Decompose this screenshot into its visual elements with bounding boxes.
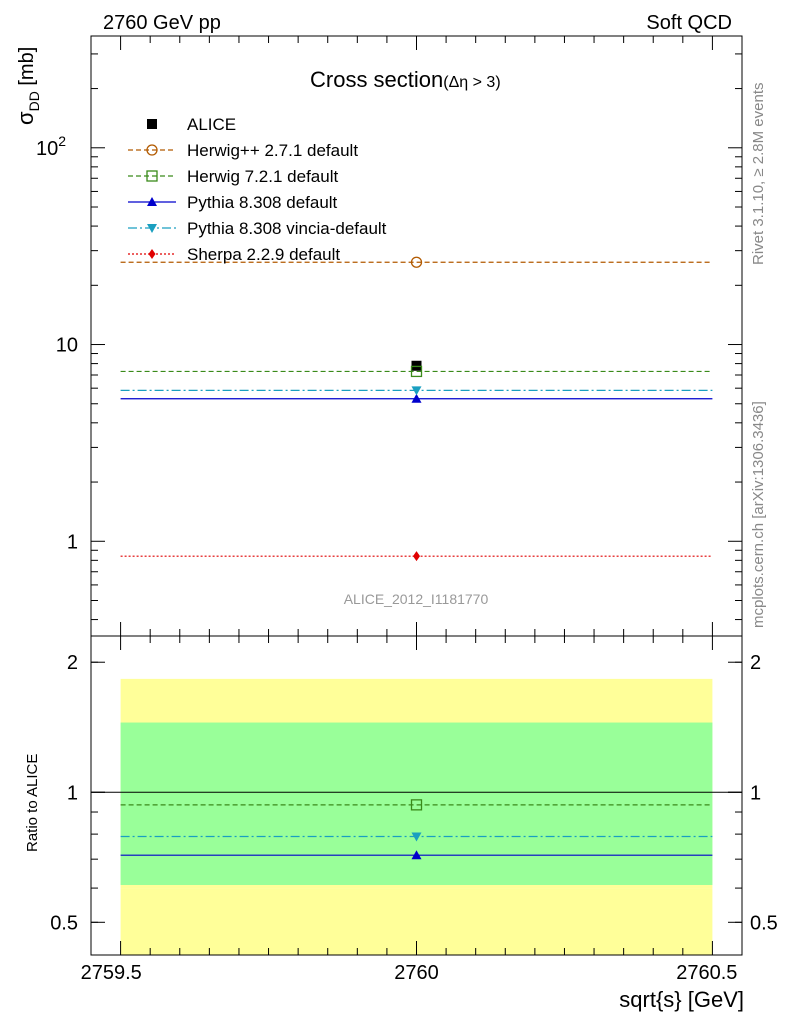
data-point-sherpa-2-2-9-default xyxy=(413,551,420,562)
ratio-y-tick-label-right: 1 xyxy=(750,782,761,804)
legend-entry: Pythia 8.308 default xyxy=(187,193,338,212)
chart-title-suffix: (Δη > 3) xyxy=(443,74,500,91)
legend-entry: Herwig++ 2.7.1 default xyxy=(187,141,358,160)
x-tick-label: 2760.5 xyxy=(676,962,737,984)
ratio-point-pythia-8-308-default xyxy=(411,850,422,860)
legend-marker xyxy=(147,224,157,233)
legend-marker xyxy=(148,249,156,259)
y-tick-label: 10 xyxy=(56,335,78,357)
legend-marker xyxy=(147,197,157,206)
main-panel: 1 10 102 σDD [mb] Cross section(Δη > 3) ALICE… xyxy=(13,35,743,637)
ratio-y-tick-label-right: 0.5 xyxy=(750,912,778,934)
header-left: 2760 GeV pp xyxy=(103,12,221,34)
rivet-label: Rivet 3.1.10, ≥ 2.8M events xyxy=(750,83,767,266)
legend-entry: Sherpa 2.2.9 default xyxy=(187,245,340,264)
ratio-point-pythia-8-308-vincia-default xyxy=(411,832,422,842)
y-tick-label: 1 xyxy=(67,531,78,553)
data-point-pythia-8-308-default xyxy=(411,393,422,403)
ratio-band-green xyxy=(120,722,713,885)
x-tick-label: 2759.5 xyxy=(81,962,142,984)
y-axis-label: σDD [mb] xyxy=(13,47,42,125)
legend-entry: Pythia 8.308 vincia-default xyxy=(187,219,387,238)
header-right: Soft QCD xyxy=(646,12,732,34)
watermark: ALICE_2012_I1181770 xyxy=(344,591,489,607)
data-point-alice xyxy=(411,360,422,371)
ratio-panel: 0.5 0.5 1 1 2 2 Ratio to ALICE 2759.5 2760 2760.5… xyxy=(24,635,778,1012)
ratio-y-tick-label-left: 1 xyxy=(67,782,78,804)
data-point-herwig-7-2-1-default xyxy=(410,365,423,378)
mcplots-label: mcplots.cern.ch [arXiv:1306.3436] xyxy=(750,401,767,628)
y-tick-label: 102 xyxy=(36,133,66,160)
ratio-y-axis-label: Ratio to ALICE xyxy=(24,754,41,852)
legend-marker xyxy=(146,170,158,182)
legend-marker xyxy=(146,144,158,156)
y-axis-label-unit: [mb] xyxy=(16,47,38,91)
y-axis-label-sub: DD xyxy=(26,91,42,111)
x-tick-label: 2760 xyxy=(394,962,439,984)
ratio-point-herwig-7-2-1-default xyxy=(410,799,423,811)
ratio-y-tick-label-left: 0.5 xyxy=(50,912,78,934)
legend-marker xyxy=(147,119,157,129)
ratio-y-tick-label-right: 2 xyxy=(750,652,761,674)
legend-entry: ALICE xyxy=(187,115,236,134)
x-axis-label: sqrt{s} [GeV] xyxy=(619,987,744,1012)
y-tick-label-sup: 2 xyxy=(58,133,66,149)
chart-title: Cross section(Δη > 3) xyxy=(310,67,501,92)
data-point-pythia-8-308-vincia-default xyxy=(411,386,422,396)
legend-entry: Herwig 7.2.1 default xyxy=(187,167,338,186)
data-point-herwig-2-7-1-default xyxy=(410,256,423,268)
ratio-y-tick-label-left: 2 xyxy=(67,652,78,674)
